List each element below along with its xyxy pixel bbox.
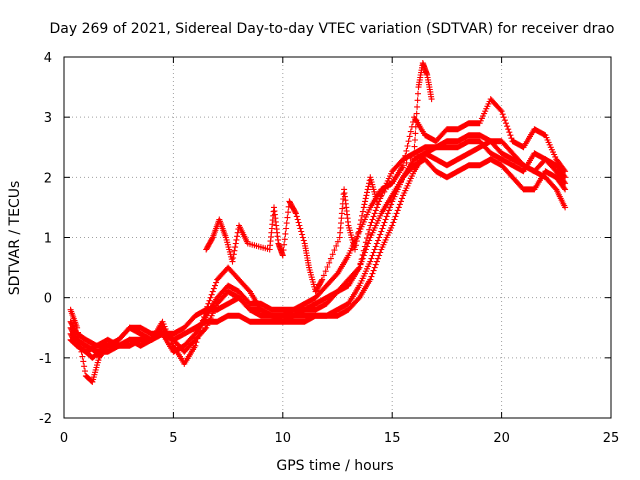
series-track-3 xyxy=(67,138,569,355)
y-tick-label: -1 xyxy=(39,352,52,367)
x-tick-label: 0 xyxy=(60,431,68,446)
x-tick-label: 10 xyxy=(275,431,292,446)
x-axis-title: GPS time / hours xyxy=(276,458,393,474)
y-tick-label: 3 xyxy=(44,111,52,126)
y-tick-label: 4 xyxy=(44,51,52,66)
y-axis-title: SDTVAR / TECUs xyxy=(7,181,23,296)
plus-markers xyxy=(67,138,569,355)
x-tick-label: 15 xyxy=(384,431,401,446)
chart-title: Day 269 of 2021, Sidereal Day-to-day VTE… xyxy=(49,21,614,37)
y-tick-label: 2 xyxy=(44,171,52,186)
data-marks xyxy=(67,60,569,385)
axis-ticks: 0 5 10 15 20 25 -2 -1 0 1 2 3 4 xyxy=(39,51,619,446)
y-tick-label: -2 xyxy=(39,412,52,427)
x-tick-label: 20 xyxy=(493,431,510,446)
plus-markers xyxy=(203,60,435,295)
x-tick-label: 5 xyxy=(169,431,177,446)
series-track-6-arcs xyxy=(203,60,435,295)
plus-markers xyxy=(67,138,569,355)
x-tick-label: 25 xyxy=(603,431,620,446)
y-tick-label: 1 xyxy=(44,232,52,247)
series-track-5 xyxy=(67,138,569,355)
y-tick-label: 0 xyxy=(44,292,52,307)
